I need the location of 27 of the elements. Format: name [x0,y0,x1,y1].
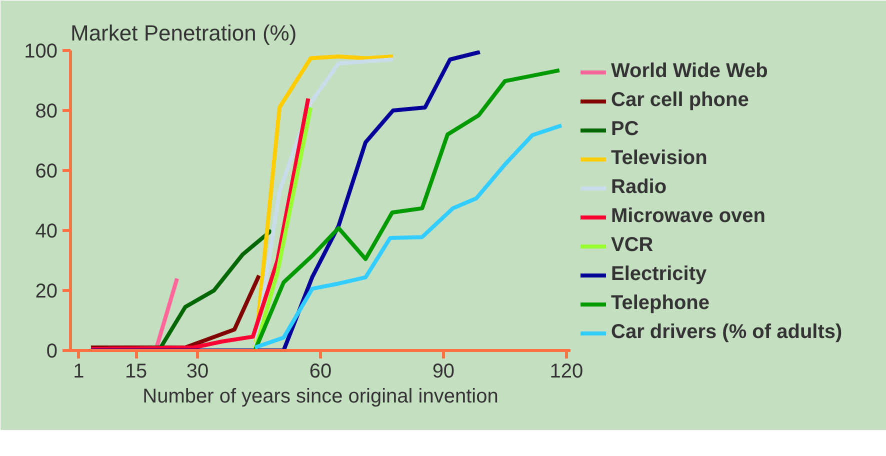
y-tick-label: 100 [24,40,58,62]
line-series [252,68,562,350]
legend-label: Microwave oven [611,205,766,228]
x-axis-title: Number of years since original invention [142,386,498,408]
line-series [88,96,310,350]
x-tick-label: 90 [432,360,455,382]
x-tick-label: 15 [124,360,148,382]
legend-label: VCR [611,234,654,257]
legend-label: Car cell phone [611,89,749,112]
x-tick-label: 30 [186,360,209,382]
x-tick-label: 1 [73,360,84,382]
legend-label: Electricity [611,263,707,286]
y-tick-label: 60 [35,160,58,182]
y-tick-label: 0 [46,340,58,362]
legend-label: Car drivers (% of adults) [611,321,842,344]
legend-label: Telephone [611,292,710,315]
x-tick-label: 120 [550,360,584,382]
y-tick-label: 80 [35,100,58,122]
legend-label: Radio [611,176,667,199]
x-tick-label: 60 [309,360,332,382]
y-tick-label: 20 [35,280,58,302]
line-series [252,124,564,350]
legend-label: Television [611,147,708,170]
chart-title: Market Penetration (%) [70,20,297,46]
y-tick-label: 40 [35,220,58,242]
legend-label: PC [611,118,639,141]
legend-label: World Wide Web [611,60,768,83]
